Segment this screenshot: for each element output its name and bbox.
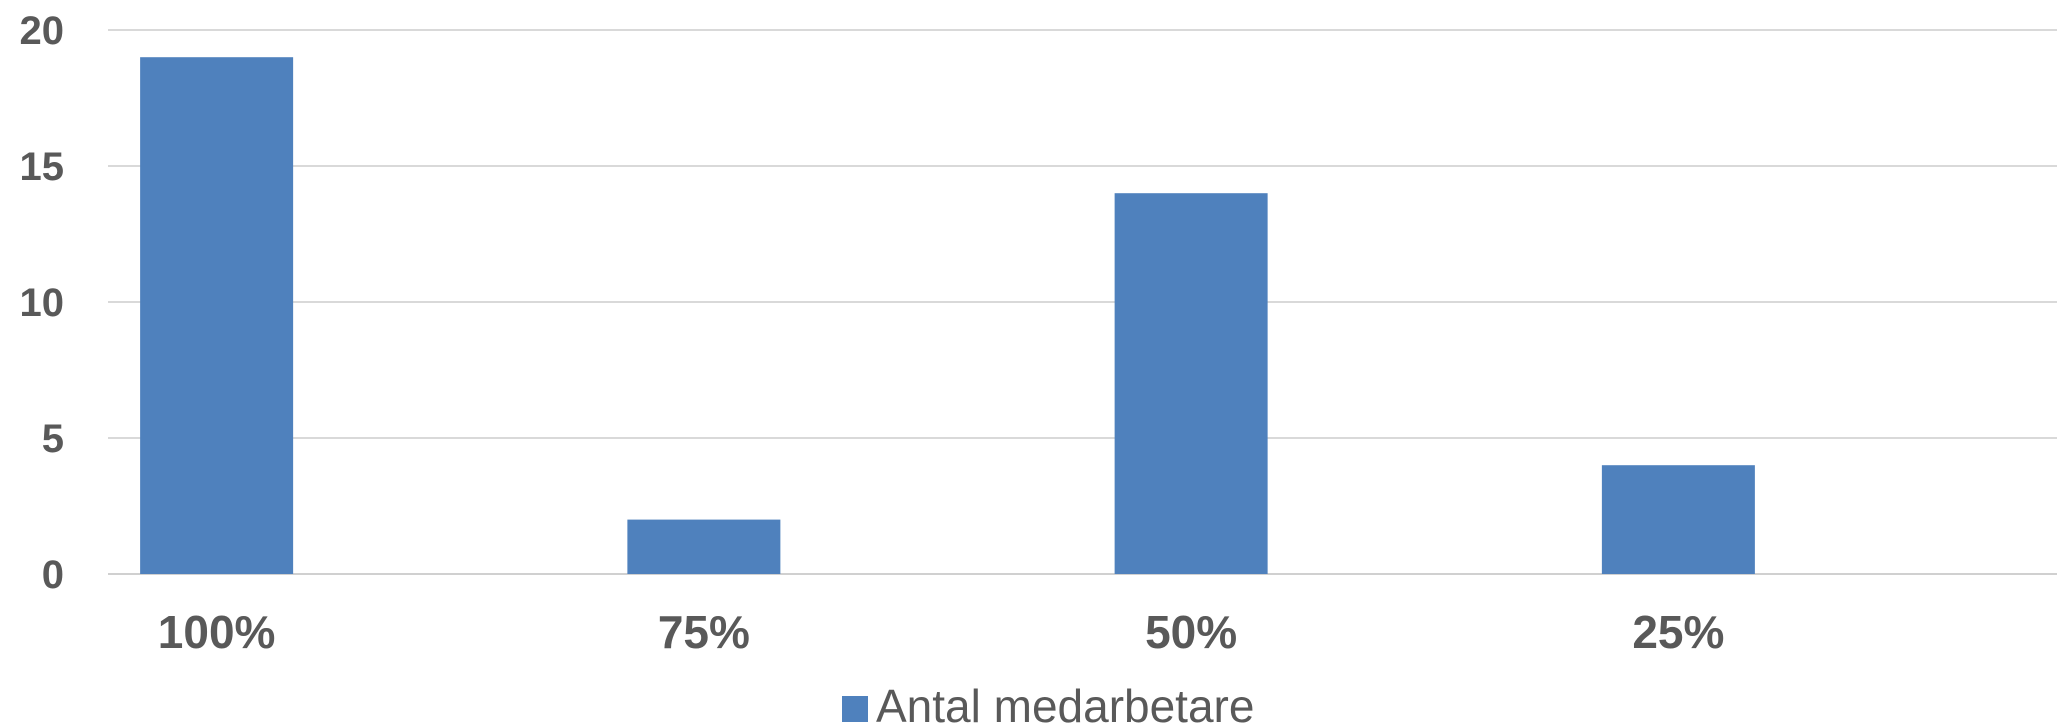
legend: Antal medarbetare [842, 680, 1254, 727]
x-tick-label: 100% [158, 606, 276, 658]
bar [627, 519, 781, 574]
y-tick-label: 10 [20, 281, 65, 325]
x-tick-label: 75% [658, 606, 750, 658]
y-tick-label: 20 [20, 9, 65, 53]
bars [140, 57, 1755, 574]
bar [140, 57, 294, 574]
gridlines [108, 29, 2057, 575]
y-tick-label: 5 [42, 417, 64, 461]
legend-swatch [842, 696, 868, 722]
y-axis-ticks: 0 5 10 15 20 [20, 9, 65, 597]
bar [1601, 465, 1755, 574]
y-tick-label: 0 [42, 553, 64, 597]
legend-label: Antal medarbetare [876, 680, 1254, 727]
x-axis-ticks: 100% 75% 50% 25% [158, 606, 1725, 658]
y-tick-label: 15 [20, 145, 65, 189]
x-tick-label: 25% [1632, 606, 1724, 658]
bar [1114, 193, 1268, 574]
x-tick-label: 50% [1145, 606, 1237, 658]
